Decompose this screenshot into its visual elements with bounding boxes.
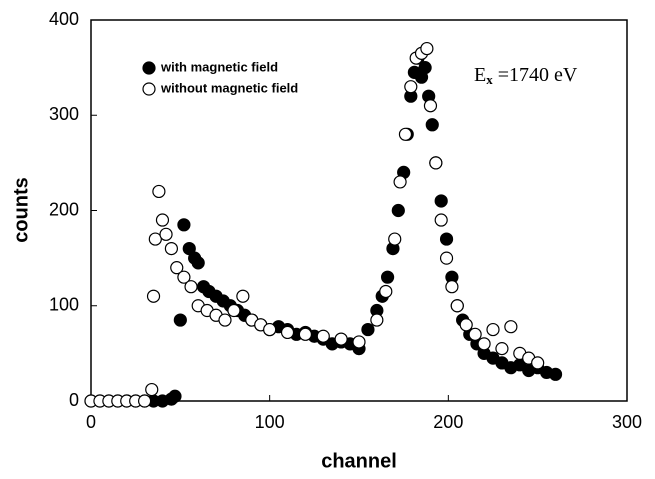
point bbox=[177, 270, 191, 284]
point bbox=[450, 299, 464, 313]
point bbox=[434, 213, 448, 227]
point bbox=[164, 242, 178, 256]
point bbox=[146, 289, 161, 303]
point bbox=[418, 61, 432, 75]
point bbox=[138, 394, 152, 408]
point bbox=[218, 313, 232, 327]
point bbox=[504, 320, 518, 334]
x-tick-label: 200 bbox=[433, 412, 463, 432]
point bbox=[420, 41, 434, 56]
point bbox=[398, 127, 413, 141]
point bbox=[548, 367, 563, 381]
point bbox=[495, 342, 509, 356]
point bbox=[152, 184, 166, 199]
point bbox=[148, 232, 162, 246]
annotation-subscript: x bbox=[486, 72, 493, 87]
point bbox=[298, 327, 312, 341]
legend-label: with magnetic field bbox=[160, 59, 278, 74]
point bbox=[468, 327, 482, 341]
point bbox=[439, 232, 454, 246]
point bbox=[168, 389, 182, 403]
point bbox=[404, 80, 418, 94]
point bbox=[370, 313, 384, 327]
point bbox=[316, 329, 330, 343]
point bbox=[173, 313, 187, 327]
point bbox=[227, 303, 241, 318]
point bbox=[379, 284, 393, 299]
point bbox=[391, 203, 405, 218]
point bbox=[445, 280, 459, 294]
point bbox=[184, 280, 198, 294]
point bbox=[177, 218, 191, 232]
point bbox=[423, 99, 438, 113]
point bbox=[236, 289, 250, 303]
point bbox=[477, 337, 491, 351]
y-tick-label: 100 bbox=[49, 295, 79, 315]
point bbox=[280, 325, 295, 340]
point bbox=[263, 322, 277, 337]
x-tick-label: 0 bbox=[86, 412, 96, 432]
y-tick-label: 300 bbox=[49, 104, 79, 124]
point bbox=[352, 335, 366, 349]
annotation-rest: =1740 eV bbox=[493, 64, 578, 86]
y-tick-label: 0 bbox=[69, 390, 79, 410]
y-tick-label: 200 bbox=[49, 199, 79, 219]
point bbox=[159, 227, 173, 241]
point bbox=[439, 251, 454, 265]
point bbox=[170, 261, 184, 275]
x-tick-label: 300 bbox=[612, 412, 642, 432]
annotation-main: E bbox=[474, 64, 486, 86]
point bbox=[425, 118, 439, 132]
legend-label: without magnetic field bbox=[160, 80, 298, 95]
annotation: Ex =1740 eV bbox=[474, 64, 578, 87]
y-axis-label: counts bbox=[10, 177, 32, 243]
point bbox=[393, 175, 407, 189]
point bbox=[334, 332, 348, 346]
x-tick-label: 100 bbox=[255, 412, 285, 432]
point bbox=[145, 382, 159, 397]
point bbox=[361, 322, 375, 337]
legend-marker bbox=[142, 61, 156, 75]
legend-marker bbox=[142, 82, 156, 96]
point bbox=[380, 270, 395, 284]
point bbox=[388, 232, 402, 246]
point bbox=[434, 194, 448, 208]
point bbox=[155, 213, 170, 227]
point bbox=[429, 156, 443, 170]
point bbox=[459, 318, 473, 332]
point bbox=[531, 356, 545, 370]
y-tick-label: 400 bbox=[49, 9, 79, 29]
point bbox=[191, 256, 205, 270]
point bbox=[486, 322, 500, 337]
x-axis-label: channel bbox=[321, 450, 397, 472]
